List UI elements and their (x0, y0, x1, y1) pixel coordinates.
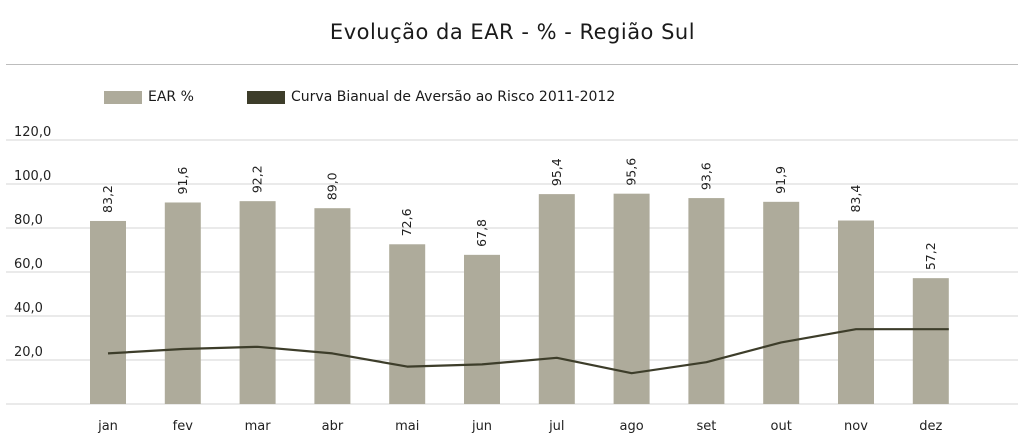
bar (239, 201, 276, 404)
data-label: 95,4 (549, 158, 564, 186)
y-tick-label: 100,0 (14, 169, 51, 184)
data-label: 91,9 (773, 166, 788, 194)
bar (164, 202, 201, 404)
x-tick-label: dez (919, 419, 942, 434)
x-tick-label: fev (173, 419, 194, 434)
bar (763, 201, 800, 404)
bar (464, 254, 500, 404)
legend-swatch-ear (104, 90, 142, 104)
x-tick-label: set (696, 419, 716, 434)
title-divider (6, 64, 1018, 65)
x-tick-label: out (771, 419, 792, 434)
data-label: 92,2 (250, 165, 265, 193)
bar (90, 220, 126, 404)
y-tick-label: 40,0 (14, 301, 43, 316)
data-label: 89,0 (324, 172, 339, 200)
data-label: 67,8 (474, 219, 489, 247)
data-label: 91,6 (175, 167, 190, 195)
series-line-curva (107, 328, 949, 375)
legend-swatch-curve (247, 90, 285, 104)
data-label: 95,6 (624, 158, 639, 186)
x-tick-label: jul (548, 419, 564, 434)
bar (912, 278, 949, 404)
x-tick-label: mar (245, 419, 272, 434)
legend-label-ear: EAR % (148, 89, 194, 105)
data-label: 93,6 (698, 162, 713, 190)
data-label: 57,2 (923, 242, 938, 270)
bar (613, 193, 650, 404)
x-tick-label: ago (620, 419, 644, 434)
data-label: 72,6 (399, 208, 414, 236)
bar (389, 244, 426, 404)
x-tick-label: jun (471, 419, 492, 434)
legend-label-curve: Curva Bianual de Aversão ao Risco 2011-2… (291, 89, 616, 105)
x-tick-label: abr (322, 419, 344, 434)
y-tick-label: 120,0 (14, 125, 51, 140)
legend-item-ear: EAR % (104, 88, 194, 106)
legend-item-curve: Curva Bianual de Aversão ao Risco 2011-2… (247, 88, 615, 106)
bar (314, 208, 351, 404)
bar (688, 198, 725, 404)
bar (838, 220, 874, 404)
x-tick-label: jan (97, 419, 118, 434)
data-label: 83,2 (100, 185, 115, 213)
data-label: 83,4 (848, 185, 863, 213)
y-tick-label: 20,0 (14, 345, 43, 360)
y-tick-label: 60,0 (14, 257, 43, 272)
chart-title: Evolução da EAR - % - Região Sul (329, 20, 696, 44)
x-tick-label: nov (844, 419, 868, 434)
x-tick-label: mai (395, 419, 419, 434)
bar (538, 194, 575, 404)
y-tick-label: 80,0 (14, 213, 43, 228)
